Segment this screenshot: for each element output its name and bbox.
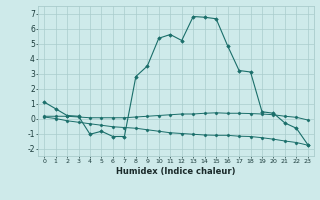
X-axis label: Humidex (Indice chaleur): Humidex (Indice chaleur): [116, 167, 236, 176]
